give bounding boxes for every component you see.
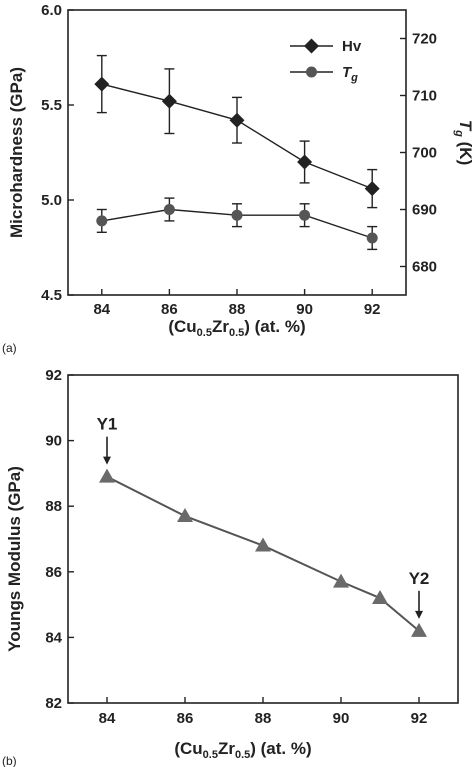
x-tick-label: 88 [229, 301, 246, 318]
panel-b: 84 86 88 90 92 82 84 86 88 90 92 Youngs Modulus (GP… [2, 367, 459, 767]
panel-label-a: (a) [2, 341, 17, 355]
annotation-arrow-head [415, 610, 423, 619]
panel-a: 84 86 88 90 92 4.5 5.0 5.5 6.0 680 690 700 710 720 Mic… [2, 2, 474, 355]
data-point-modulus [177, 508, 193, 523]
data-point-tg [96, 215, 108, 227]
y-tick-label: 82 [45, 695, 62, 712]
data-point-modulus [255, 537, 271, 552]
annotation-label: Y1 [97, 415, 118, 434]
y-tick-label: 5.0 [41, 192, 62, 209]
panel-label-b: (b) [2, 754, 17, 767]
annotation-arrow-head [103, 456, 111, 465]
legend-label-hv: Hv [342, 38, 362, 55]
y-tick-label: 5.5 [41, 97, 62, 114]
legend-marker [304, 38, 319, 54]
data-point-hv [161, 93, 177, 109]
data-point-hv [94, 76, 110, 92]
y2-tick-label: 690 [412, 202, 437, 219]
y2-tick-label: 680 [412, 259, 437, 276]
data-point-modulus [99, 468, 115, 483]
legend: Hv Tg [290, 38, 362, 84]
data-point-tg [231, 209, 243, 221]
x-tick-label: 84 [93, 301, 110, 318]
y2-tick-label: 710 [412, 88, 437, 105]
y-tick-label: 88 [45, 498, 62, 515]
y-tick-label: 90 [45, 433, 62, 450]
x-tick-label: 88 [255, 710, 272, 727]
y2-axis-label: Tg (K) [453, 120, 474, 165]
y-tick-label: 92 [45, 367, 62, 384]
x-tick-label: 90 [296, 301, 313, 318]
x-tick-label: 84 [99, 710, 116, 727]
series-line-modulus [106, 475, 420, 632]
data-point-modulus [333, 573, 349, 588]
y2-tick-label: 720 [412, 31, 437, 48]
y2-tick-label: 700 [412, 145, 437, 162]
y-axis-label: Microhardness (GPa) [7, 67, 26, 238]
y-tick-label: 86 [45, 564, 62, 581]
y-tick-label: 6.0 [41, 2, 62, 19]
x-axis-label: (Cu0.5Zr0.5) (at. %) [168, 317, 305, 339]
y-axis-label: Youngs Modulus (GPa) [5, 466, 24, 652]
x-tick-label: 92 [411, 710, 428, 727]
y-tick-label: 4.5 [41, 287, 62, 304]
data-point-modulus [372, 590, 388, 605]
x-tick-label: 90 [333, 710, 350, 727]
data-point-tg [163, 204, 175, 215]
data-point-hv [297, 154, 313, 170]
legend-label-tg: Tg [342, 64, 358, 84]
legend-marker [306, 66, 317, 78]
x-tick-label: 86 [177, 710, 194, 727]
data-point-tg [299, 209, 311, 221]
data-point-hv [364, 181, 380, 197]
x-tick-label: 86 [161, 301, 178, 318]
annotation-label: Y2 [409, 569, 430, 588]
data-point-hv [229, 112, 245, 128]
x-axis-label: (Cu0.5Zr0.5) (at. %) [174, 739, 311, 761]
data-point-tg [366, 232, 378, 244]
x-tick-label: 92 [364, 301, 381, 318]
y-tick-label: 84 [45, 629, 62, 646]
data-point-modulus [411, 622, 427, 637]
